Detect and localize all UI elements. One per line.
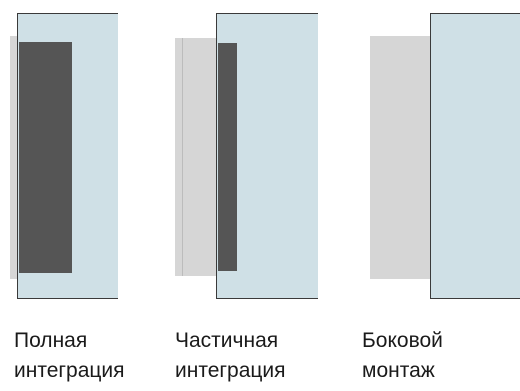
partial-integration-label: Частичная интеграция bbox=[175, 326, 286, 386]
side-mount-cabinet bbox=[430, 13, 520, 299]
partial-integration-label-line1: Частичная bbox=[175, 329, 279, 352]
partial-integration-device bbox=[218, 43, 237, 271]
side-mount-label-line2: монтаж bbox=[362, 359, 435, 382]
full-integration-label: Полная интеграция bbox=[14, 326, 125, 386]
partial-integration-inner-plate bbox=[183, 38, 217, 276]
full-integration-label-line1: Полная bbox=[14, 329, 88, 352]
full-integration-back-plate bbox=[10, 36, 18, 279]
full-integration-device bbox=[19, 42, 72, 273]
partial-integration-outer-plate bbox=[175, 38, 183, 276]
side-mount-device bbox=[370, 36, 431, 279]
side-mount-label-line1: Боковой bbox=[362, 329, 443, 352]
full-integration-label-line2: интеграция bbox=[14, 359, 125, 382]
partial-integration-label-line2: интеграция bbox=[175, 359, 286, 382]
side-mount-label: Боковой монтаж bbox=[362, 326, 443, 386]
